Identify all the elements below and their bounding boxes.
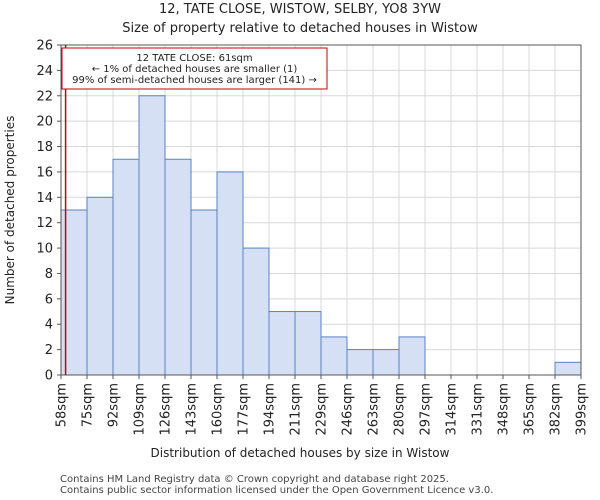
y-tick-label: 12 xyxy=(36,216,53,231)
x-tick-label: 331sqm xyxy=(471,383,486,436)
x-tick-label: 58sqm xyxy=(55,383,70,427)
annotation-text: ← 1% of detached houses are smaller (1) xyxy=(92,64,298,75)
annotation-box xyxy=(61,47,328,90)
histogram-bar xyxy=(86,196,114,376)
y-tick-label: 4 xyxy=(45,318,53,333)
x-tick-label: 92sqm xyxy=(107,383,122,427)
y-tick-label: 16 xyxy=(36,165,53,180)
y-tick-label: 2 xyxy=(45,343,53,358)
x-tick-label: 177sqm xyxy=(237,383,252,436)
footer-licence: Contains public sector information licen… xyxy=(60,485,494,496)
y-tick-label: 10 xyxy=(36,242,53,257)
y-tick-label: 6 xyxy=(45,292,53,307)
y-tick-label: 20 xyxy=(36,115,53,130)
y-tick-label: 18 xyxy=(36,140,53,155)
x-tick-label: 75sqm xyxy=(81,383,96,427)
y-tick-label: 8 xyxy=(45,267,53,282)
x-tick-label: 314sqm xyxy=(445,383,460,436)
x-tick-label: 365sqm xyxy=(523,383,538,436)
histogram-bar xyxy=(164,158,192,376)
histogram-bar xyxy=(320,336,348,376)
x-tick-label: 211sqm xyxy=(289,383,304,436)
histogram-bar xyxy=(294,311,322,376)
y-tick-label: 24 xyxy=(36,64,53,79)
x-tick-label: 263sqm xyxy=(367,383,382,436)
x-tick-label: 143sqm xyxy=(185,383,200,436)
y-tick-label: 22 xyxy=(36,89,53,104)
annotation-text: 12 TATE CLOSE: 61sqm xyxy=(136,53,252,64)
y-tick-label: 14 xyxy=(36,191,53,206)
y-axis-label: Number of detached properties xyxy=(3,115,17,305)
histogram-bar xyxy=(242,247,270,376)
x-tick-label: 348sqm xyxy=(497,383,512,436)
x-tick-label: 280sqm xyxy=(393,383,408,436)
x-tick-label: 160sqm xyxy=(211,383,226,436)
histogram-bar xyxy=(346,349,374,376)
histogram-bar xyxy=(138,95,166,376)
histogram-bar xyxy=(268,311,296,376)
x-tick-label: 297sqm xyxy=(419,383,434,436)
x-tick-label: 229sqm xyxy=(315,383,330,436)
y-tick-label: 26 xyxy=(36,39,53,54)
x-tick-label: 382sqm xyxy=(549,383,564,436)
x-tick-label: 126sqm xyxy=(159,383,174,436)
histogram-bar xyxy=(216,171,244,376)
histogram-bar xyxy=(554,361,582,376)
histogram-bar xyxy=(398,336,426,376)
x-tick-label: 399sqm xyxy=(575,383,590,436)
histogram-bar xyxy=(112,158,140,376)
page-title: 12, TATE CLOSE, WISTOW, SELBY, YO8 3YW xyxy=(158,2,441,17)
x-tick-label: 246sqm xyxy=(341,383,356,436)
histogram-bar xyxy=(372,349,400,376)
chart-subtitle: Size of property relative to detached ho… xyxy=(122,21,478,36)
histogram-bar xyxy=(190,209,218,376)
x-tick-label: 109sqm xyxy=(133,383,148,436)
footer-copyright: Contains HM Land Registry data © Crown c… xyxy=(60,474,449,485)
x-axis-label: Distribution of detached houses by size … xyxy=(150,446,450,460)
x-tick-label: 194sqm xyxy=(263,383,278,436)
annotation-text: 99% of semi-detached houses are larger (… xyxy=(72,75,317,86)
y-tick-label: 0 xyxy=(45,369,53,384)
